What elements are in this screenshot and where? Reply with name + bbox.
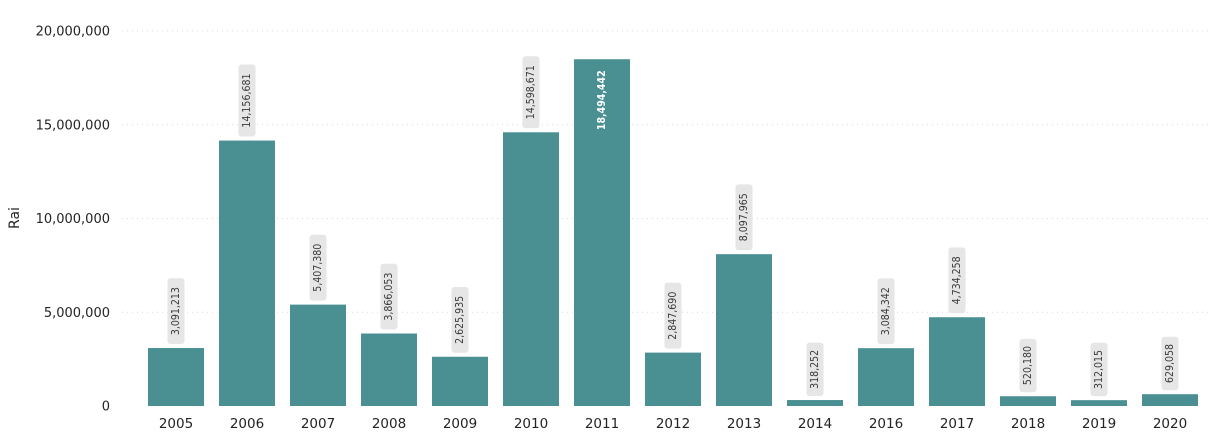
- data-label: 14,598,671: [522, 56, 540, 129]
- bar[interactable]: [432, 356, 488, 406]
- data-label-text: 4,734,258: [951, 256, 963, 304]
- data-label: 8,097,965: [735, 184, 753, 251]
- data-label-box: [167, 278, 185, 345]
- bar[interactable]: [290, 304, 346, 406]
- data-label-box: [877, 278, 895, 345]
- data-label-box: [664, 282, 682, 349]
- data-label-text: 5,407,380: [312, 244, 324, 292]
- data-label-text: 14,598,671: [525, 65, 537, 119]
- data-label-text: 18,494,442: [596, 70, 608, 130]
- bar[interactable]: [574, 59, 630, 406]
- y-axis-ticks: 0 5,000,000 10,000,000 15,000,000 20,000,000: [36, 25, 110, 415]
- bar[interactable]: [787, 400, 843, 406]
- data-label: 629,058: [1161, 336, 1179, 391]
- x-tick-label: 2014: [798, 416, 832, 432]
- x-tick-label: 2011: [585, 416, 619, 432]
- data-label: 18,494,442: [596, 70, 608, 130]
- y-tick-label: 10,000,000: [36, 212, 110, 227]
- data-label-text: 3,084,342: [880, 287, 892, 335]
- data-label: 520,180: [1019, 338, 1037, 393]
- data-label-box: [451, 286, 469, 353]
- x-tick-label: 2017: [940, 416, 974, 432]
- data-label-text: 8,097,965: [738, 193, 750, 241]
- data-label-box: [522, 56, 540, 129]
- data-label-text: 2,847,690: [667, 292, 679, 340]
- bar[interactable]: [645, 352, 701, 406]
- bars: [148, 59, 1198, 407]
- data-label-box: [948, 247, 966, 314]
- y-tick-label: 0: [102, 400, 110, 415]
- bar[interactable]: [1000, 396, 1056, 406]
- bar[interactable]: [858, 348, 914, 406]
- data-label-box: [380, 263, 398, 330]
- data-label: 3,084,342: [877, 278, 895, 345]
- x-tick-label: 2010: [514, 416, 548, 432]
- x-tick-label: 2006: [230, 416, 264, 432]
- data-label-text: 3,866,053: [383, 273, 395, 321]
- bar[interactable]: [148, 348, 204, 406]
- bar[interactable]: [503, 132, 559, 407]
- data-label-text: 520,180: [1022, 346, 1034, 385]
- data-label-text: 2,625,935: [454, 296, 466, 344]
- bar[interactable]: [929, 317, 985, 406]
- data-label-text: 318,252: [809, 350, 821, 389]
- data-label-box: [806, 342, 824, 397]
- x-tick-label: 2007: [301, 416, 335, 432]
- x-tick-label: 2005: [159, 416, 193, 432]
- x-tick-label: 2020: [1153, 416, 1187, 432]
- data-label: 5,407,380: [309, 234, 327, 301]
- data-label-box: [1019, 338, 1037, 393]
- data-label-box: [1090, 342, 1108, 397]
- x-tick-label: 2008: [372, 416, 406, 432]
- data-label: 4,734,258: [948, 247, 966, 314]
- bar[interactable]: [1071, 400, 1127, 406]
- x-tick-label: 2009: [443, 416, 477, 432]
- data-label: 14,156,681: [238, 64, 256, 137]
- y-tick-label: 5,000,000: [44, 306, 110, 321]
- data-label: 318,252: [806, 342, 824, 397]
- data-label-box: [309, 234, 327, 301]
- gridlines: [122, 30, 1212, 313]
- data-label-box: [238, 64, 256, 137]
- bar[interactable]: [1142, 394, 1198, 406]
- data-label-box: [735, 184, 753, 251]
- data-label: 2,847,690: [664, 282, 682, 349]
- data-labels: 3,091,213 14,156,681 5,407,380 3,866,053 2,6…: [167, 56, 1179, 397]
- bar[interactable]: [219, 140, 275, 406]
- y-tick-label: 20,000,000: [36, 25, 110, 40]
- data-label-text: 312,015: [1093, 350, 1105, 389]
- x-tick-label: 2018: [1011, 416, 1045, 432]
- y-axis-title: Rai: [7, 207, 23, 229]
- x-tick-label: 2016: [869, 416, 903, 432]
- data-label: 3,866,053: [380, 263, 398, 330]
- x-tick-label: 2012: [656, 416, 690, 432]
- data-label: 2,625,935: [451, 286, 469, 353]
- data-label: 3,091,213: [167, 278, 185, 345]
- x-tick-label: 2013: [727, 416, 761, 432]
- data-label-box: [1161, 336, 1179, 391]
- x-tick-label: 2019: [1082, 416, 1116, 432]
- data-label-text: 3,091,213: [170, 287, 182, 335]
- data-label-text: 14,156,681: [241, 74, 253, 128]
- x-axis-ticks: 2005 2006 2007 2008 2009 2010 2011 2012 2013 2014…: [159, 416, 1187, 432]
- data-label-text: 629,058: [1164, 344, 1176, 383]
- bar[interactable]: [716, 254, 772, 406]
- data-label: 312,015: [1090, 342, 1108, 397]
- y-tick-label: 15,000,000: [36, 118, 110, 133]
- bar[interactable]: [361, 333, 417, 406]
